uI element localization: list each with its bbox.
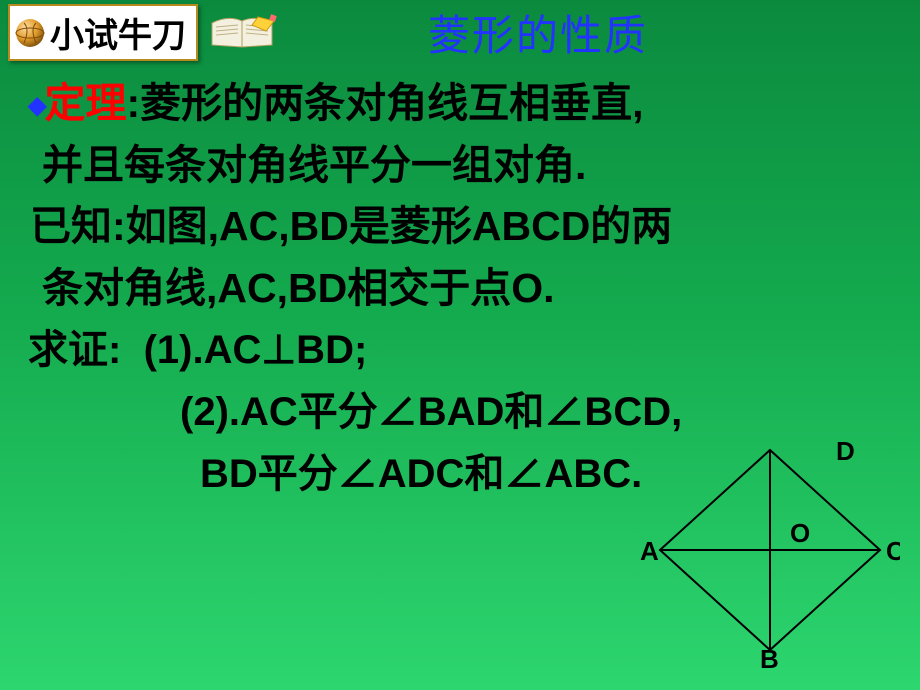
theorem-text-1: :菱形的两条对角线互相垂直, (126, 80, 643, 126)
label-B: B (760, 644, 779, 670)
globe-icon (14, 17, 46, 49)
label-D: D (836, 436, 855, 466)
theorem-label: 定理 (44, 80, 126, 126)
badge-text: 小试牛刀 (50, 8, 186, 57)
prove-label: 求证: (28, 328, 121, 372)
slide-title: 菱形的性质 (428, 2, 648, 63)
theorem-line-1: ◆定理:菱形的两条对角线互相垂直, (28, 73, 900, 135)
given-line-2: 条对角线,AC,BD相交于点O. (28, 258, 900, 320)
slide-header: 小试牛刀 菱形的性质 (0, 0, 920, 65)
given-line-1: 已知:如图,AC,BD是菱形ABCD的两 (28, 196, 900, 258)
prove-line-1: 求证: (1).AC⊥BD; (28, 319, 900, 381)
label-C: C (886, 536, 900, 566)
prove-1: (1).AC⊥BD; (144, 328, 368, 372)
label-O: O (790, 518, 810, 548)
book-icon (208, 13, 278, 53)
badge: 小试牛刀 (8, 4, 198, 61)
theorem-line-2: 并且每条对角线平分一组对角. (28, 135, 900, 197)
rhombus-diagram: A C D B O (640, 430, 900, 670)
label-A: A (640, 536, 659, 566)
